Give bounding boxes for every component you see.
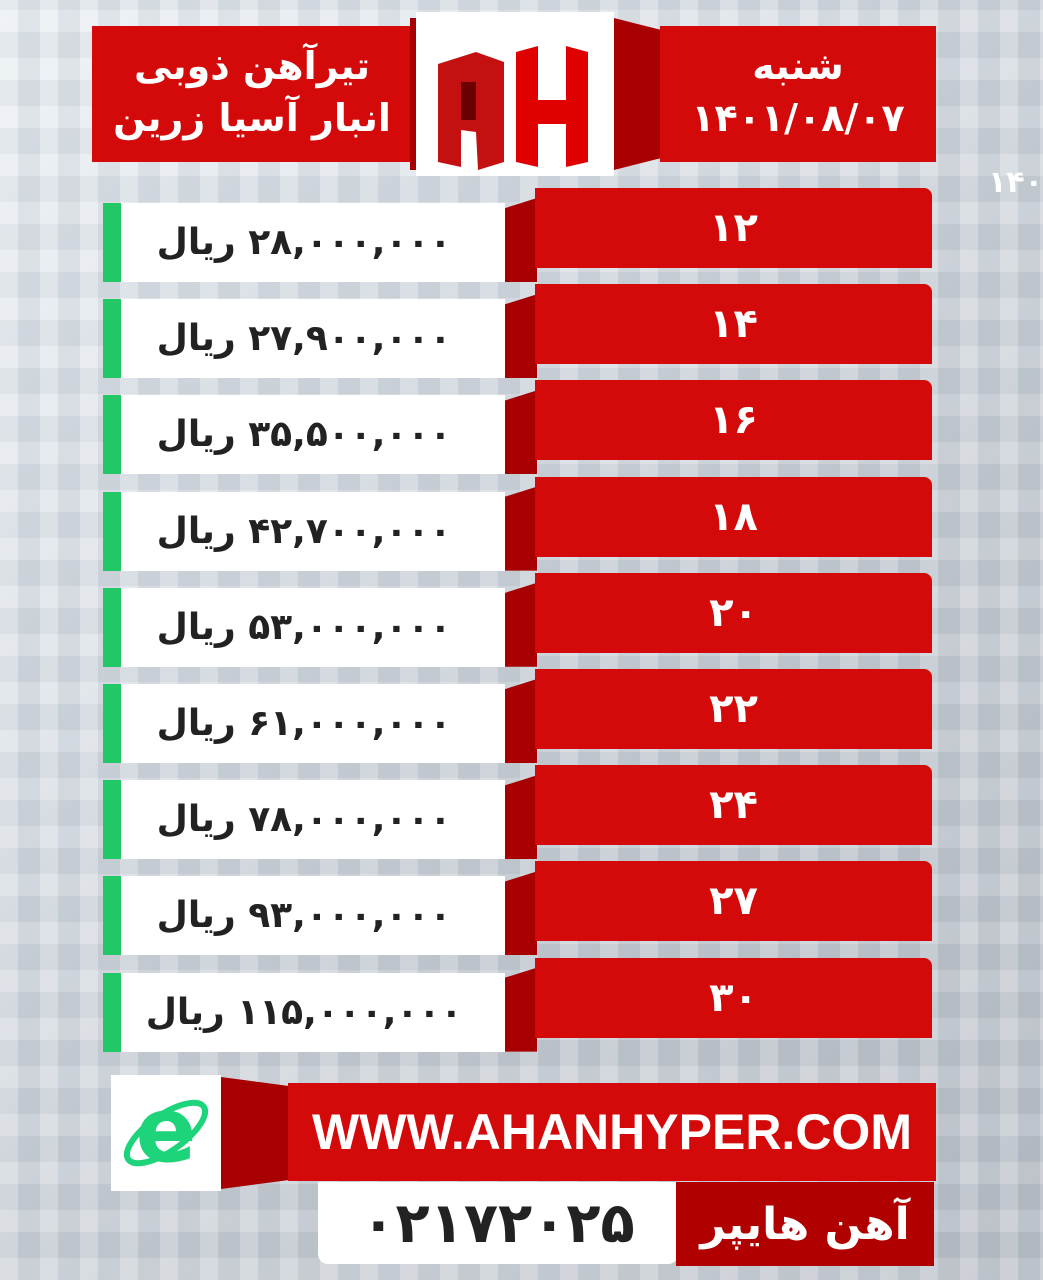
price-row: ۷۸,۰۰۰,۰۰۰ ریال ۲۴: [0, 765, 1043, 865]
price-value: ۲۸,۰۰۰,۰۰۰ ریال: [103, 203, 505, 282]
ah-logo-icon: [438, 46, 588, 170]
phone-number[interactable]: ۰۲۱۷۲۰۲۵: [318, 1182, 678, 1264]
price-row: ۲۸,۰۰۰,۰۰۰ ریال ۱۲: [0, 188, 1043, 288]
svg-text:e: e: [135, 1083, 196, 1183]
price-value: ۴۲,۷۰۰,۰۰۰ ریال: [103, 491, 505, 571]
beam-size: ۱۲: [535, 188, 932, 268]
background-fragment-text: ۱۴۰: [988, 165, 1043, 200]
ah-logo: [416, 12, 614, 176]
price-row: ۹۳,۰۰۰,۰۰۰ ریال ۲۷: [0, 861, 1043, 961]
product-title: تیرآهن ذوبی: [133, 44, 371, 88]
beam-size: ۱۶: [535, 380, 932, 461]
size-tab-fold: [505, 871, 537, 956]
beam-size: ۲۴: [535, 765, 932, 846]
warehouse-name: انبار آسیا زرین: [113, 96, 391, 140]
beam-size: ۱۴: [535, 284, 932, 365]
size-tab-fold: [505, 486, 537, 571]
day-label: شنبه: [752, 44, 844, 88]
price-value: ۹۳,۰۰۰,۰۰۰ ریال: [103, 876, 505, 956]
size-tab-fold: [505, 390, 537, 475]
beam-size: ۳۰: [535, 957, 932, 1038]
price-row: ۳۵,۵۰۰,۰۰۰ ریال ۱۶: [0, 380, 1043, 480]
fold-right: [614, 18, 662, 170]
size-tab-fold: [505, 582, 537, 667]
price-row: ۱۱۵,۰۰۰,۰۰۰ ریال ۳۰: [0, 957, 1043, 1058]
green-marker: [103, 587, 121, 667]
brand-logo: آهن هایپر: [676, 1182, 934, 1266]
beam-size: ۲۷: [535, 861, 932, 942]
size-tab-fold: [505, 775, 537, 860]
date-label: ۱۴۰۱/۰۸/۰۷: [691, 96, 905, 140]
green-marker: [103, 876, 121, 956]
price-row: ۲۷,۹۰۰,۰۰۰ ریال ۱۴: [0, 284, 1043, 384]
price-value: ۳۵,۵۰۰,۰۰۰ ریال: [103, 395, 505, 475]
beam-size: ۲۰: [535, 572, 932, 653]
price-row: ۴۲,۷۰۰,۰۰۰ ریال ۱۸: [0, 476, 1043, 577]
product-title-box: تیرآهن ذوبی انبار آسیا زرین: [92, 26, 412, 162]
green-marker: [103, 203, 121, 282]
green-marker: [103, 780, 121, 860]
price-value: ۲۷,۹۰۰,۰۰۰ ریال: [103, 299, 505, 379]
fold-left: [410, 18, 420, 170]
green-marker: [103, 491, 121, 571]
size-tab-fold: [505, 967, 537, 1052]
date-box: شنبه ۱۴۰۱/۰۸/۰۷: [660, 26, 936, 162]
green-marker: [103, 972, 121, 1052]
size-tab-fold: [505, 198, 537, 282]
green-marker: [103, 299, 121, 379]
beam-size: ۲۲: [535, 669, 932, 749]
website-banner[interactable]: WWW.AHANHYPER.COM: [288, 1083, 936, 1181]
price-value: ۶۱,۰۰۰,۰۰۰ ریال: [103, 684, 505, 763]
price-row: ۶۱,۰۰۰,۰۰۰ ریال ۲۲: [0, 669, 1043, 769]
size-tab-fold: [505, 294, 537, 379]
green-marker: [103, 395, 121, 475]
web-icon-box: e: [111, 1075, 221, 1191]
price-row: ۵۳,۰۰۰,۰۰۰ ریال ۲۰: [0, 572, 1043, 673]
internet-explorer-e-icon: e: [123, 1083, 209, 1183]
beam-size: ۱۸: [535, 476, 932, 557]
price-value: ۷۸,۰۰۰,۰۰۰ ریال: [103, 780, 505, 860]
fold-footer: [221, 1077, 289, 1189]
green-marker: [103, 684, 121, 763]
size-tab-fold: [505, 679, 537, 763]
website-link[interactable]: WWW.AHANHYPER.COM: [312, 1104, 912, 1160]
price-value: ۵۳,۰۰۰,۰۰۰ ریال: [103, 587, 505, 667]
price-value: ۱۱۵,۰۰۰,۰۰۰ ریال: [103, 972, 505, 1052]
